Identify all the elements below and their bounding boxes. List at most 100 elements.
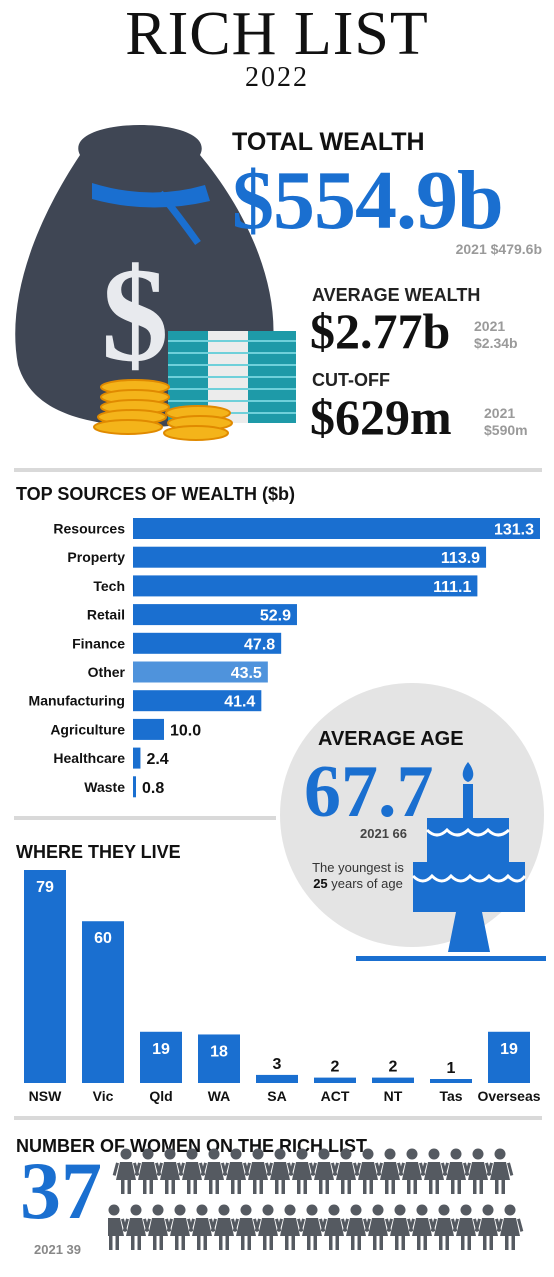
average-wealth-prev-year: 2021: [474, 318, 506, 334]
woman-icon: [464, 1148, 492, 1194]
live-bar: [256, 1074, 298, 1083]
woman-icon: [354, 1148, 382, 1194]
source-value-label: 10.0: [170, 722, 201, 739]
live-value-label: 19: [152, 1041, 170, 1058]
cutoff-prev-year: 2021: [484, 405, 516, 421]
woman-icon: [364, 1204, 392, 1250]
average-wealth-value: $2.77b: [310, 303, 451, 359]
woman-icon: [430, 1204, 458, 1250]
live-bar: [488, 1031, 530, 1083]
where-they-live-bar-chart: 79 NSW 60 Vic 19 Qld 18 WA 3 SA 2 ACT 2 NT 1 Tas 19 Overs…: [24, 870, 541, 1104]
woman-icon: [232, 1204, 260, 1250]
source-bar: [133, 776, 136, 798]
source-value-label: 111.1: [433, 579, 471, 596]
live-category-label: WA: [208, 1088, 231, 1104]
divider-top: [14, 468, 542, 472]
page-title: RICH LIST: [125, 0, 429, 68]
source-value-label: 41.4: [224, 694, 255, 711]
woman-icon: [408, 1204, 436, 1250]
woman-icon: [320, 1204, 348, 1250]
woman-icon: [210, 1204, 238, 1250]
bag-tie-icon: [92, 183, 210, 208]
woman-icon: [178, 1148, 206, 1194]
source-label: Waste: [84, 779, 125, 795]
source-value-label: 47.8: [244, 636, 275, 653]
source-label: Tech: [93, 578, 125, 594]
source-value-label: 131.3: [494, 522, 534, 539]
live-value-label: 2: [331, 1059, 340, 1076]
cutoff-prev-value: $590m: [484, 422, 528, 438]
source-label: Retail: [87, 607, 125, 623]
source-label: Resources: [53, 521, 125, 537]
cutoff-prev: 2021 $590m: [484, 405, 528, 439]
source-bar: [133, 690, 262, 712]
woman-icon: [420, 1148, 448, 1194]
live-category-label: NSW: [29, 1088, 62, 1104]
source-bar: [133, 518, 540, 539]
woman-icon: [332, 1148, 360, 1194]
woman-icon: [496, 1204, 524, 1250]
youngest-note-post: years of age: [327, 876, 403, 891]
source-label: Finance: [72, 635, 125, 651]
cash-stack-icon: [168, 331, 296, 423]
live-bar: [24, 870, 66, 1083]
woman-icon: [156, 1148, 184, 1194]
woman-icon: [288, 1148, 316, 1194]
dollar-sign-icon: $: [101, 241, 169, 390]
woman-icon: [112, 1148, 140, 1194]
where-they-live-title: WHERE THEY LIVE: [16, 842, 181, 862]
source-value-label: 0.8: [142, 780, 164, 797]
woman-icon: [122, 1204, 150, 1250]
source-bar: [133, 632, 282, 654]
live-category-label: Tas: [439, 1088, 462, 1104]
source-value-label: 113.9: [441, 550, 480, 567]
youngest-note: The youngest is 25 years of age: [306, 860, 410, 892]
live-bar: [140, 1031, 182, 1083]
live-category-label: SA: [267, 1088, 286, 1104]
live-category-label: Vic: [93, 1088, 114, 1104]
woman-icon: [376, 1148, 404, 1194]
source-label: Property: [67, 549, 125, 565]
women-icon-grid: [108, 1148, 524, 1250]
woman-icon: [188, 1204, 216, 1250]
live-bar: [314, 1077, 356, 1083]
woman-icon: [254, 1204, 282, 1250]
source-bar: [133, 546, 487, 568]
divider-bottom: [14, 1116, 542, 1120]
live-category-label: ACT: [321, 1088, 350, 1104]
source-bar: [133, 747, 141, 769]
women-prev: 2021 39: [34, 1242, 81, 1257]
average-age-prev: 2021 66: [360, 826, 407, 841]
cutoff-value: $629m: [310, 389, 452, 445]
live-value-label: 19: [500, 1041, 518, 1058]
source-value-label: 43.5: [231, 665, 262, 682]
source-label: Healthcare: [53, 750, 125, 766]
live-bar: [82, 921, 124, 1083]
source-label: Agriculture: [50, 721, 125, 737]
woman-icon: [310, 1148, 338, 1194]
woman-icon: [276, 1204, 304, 1250]
source-label: Other: [88, 664, 126, 680]
youngest-age: 25: [313, 876, 328, 891]
cutoff-label: CUT-OFF: [312, 370, 390, 390]
woman-icon: [166, 1204, 194, 1250]
average-wealth-prev-value: $2.34b: [474, 335, 518, 351]
woman-icon: [398, 1148, 426, 1194]
live-bar: [372, 1077, 414, 1083]
woman-icon: [452, 1204, 480, 1250]
average-wealth-prev: 2021 $2.34b: [474, 318, 518, 352]
live-value-label: 2: [389, 1059, 398, 1076]
source-value-label: 2.4: [146, 751, 168, 768]
woman-icon: [266, 1148, 294, 1194]
woman-icon: [386, 1204, 414, 1250]
woman-icon: [442, 1148, 470, 1194]
woman-icon: [342, 1204, 370, 1250]
birthday-cake-icon: [356, 762, 546, 961]
source-bar: [133, 718, 164, 740]
live-bar: [198, 1034, 240, 1083]
source-bar: [133, 661, 268, 683]
total-wealth-value: $554.9b: [232, 154, 504, 247]
live-value-label: 18: [210, 1043, 228, 1060]
women-count: 37: [20, 1145, 102, 1236]
live-value-label: 1: [447, 1060, 456, 1077]
